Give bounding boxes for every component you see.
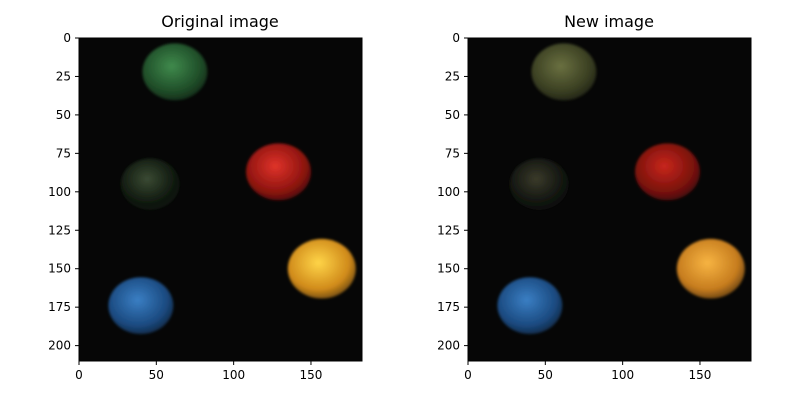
yellow-ball (287, 238, 356, 299)
red-ball (246, 143, 311, 201)
x-tick-label: 50 (149, 368, 164, 382)
y-tick-label: 175 (437, 300, 460, 314)
axes-frame (78, 37, 363, 362)
x-tick-label: 150 (689, 368, 712, 382)
dark-green-ball (120, 158, 180, 210)
original-image-title: Original image (161, 12, 279, 31)
x-tick-label: 50 (538, 368, 553, 382)
y-tick-label: 75 (445, 146, 460, 160)
y-tick-label: 200 (48, 339, 71, 353)
y-tick-label: 25 (445, 69, 460, 83)
y-tick-label: 150 (48, 262, 71, 276)
y-tick-label: 200 (437, 339, 460, 353)
yellow-ball (676, 238, 745, 299)
blue-ball (108, 277, 174, 335)
x-tick-label: 100 (222, 368, 245, 382)
x-tick-label: 100 (611, 368, 634, 382)
y-tick-label: 100 (48, 185, 71, 199)
y-tick-label: 100 (437, 185, 460, 199)
green-ball (531, 43, 597, 101)
y-tick-label: 0 (452, 31, 460, 45)
green-ball (142, 43, 208, 101)
panel-original: 0 50 100 150 0 25 50 75 100 125 150 175 200 (48, 31, 363, 382)
y-tick-label: 50 (56, 108, 71, 122)
y-tick-label: 125 (437, 223, 460, 237)
panel-new: 0 50 100 150 0 25 50 75 100 125 150 175 200 (437, 31, 752, 382)
dark-green-ball (509, 158, 569, 210)
y-tick-label: 25 (56, 69, 71, 83)
x-tick-label: 150 (300, 368, 323, 382)
red-ball (635, 143, 700, 201)
y-tick-label: 150 (437, 262, 460, 276)
new-image-title: New image (564, 12, 654, 31)
x-tick-label: 0 (464, 368, 472, 382)
y-tick-label: 175 (48, 300, 71, 314)
y-tick-label: 75 (56, 146, 71, 160)
blue-ball (497, 277, 563, 335)
axes-frame (467, 37, 752, 362)
y-tick-label: 0 (63, 31, 71, 45)
y-tick-label: 125 (48, 223, 71, 237)
y-tick-label: 50 (445, 108, 460, 122)
x-tick-label: 0 (75, 368, 83, 382)
